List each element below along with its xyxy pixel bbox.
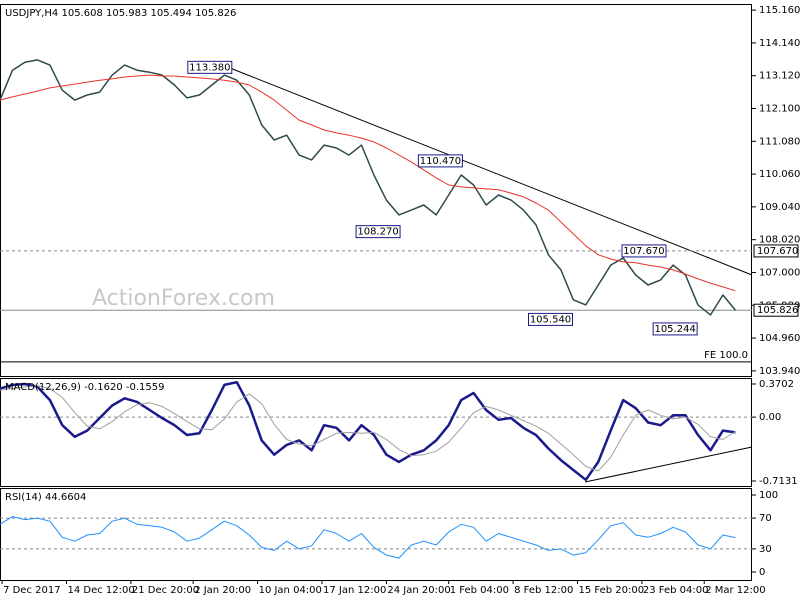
annotation-label: 113.380	[189, 62, 230, 73]
price-label: 107.670	[757, 246, 798, 257]
y-tick-label: 115.160	[759, 5, 800, 16]
annotation-box	[355, 225, 401, 239]
y-tick-label: 100	[759, 490, 778, 501]
y-tick-label: 30	[759, 544, 772, 555]
y-tick-label: 107.000	[759, 267, 800, 278]
series-line	[0, 59, 736, 316]
price-label: 105.826	[757, 305, 798, 316]
x-tick-label: 15 Feb 20:00	[579, 585, 645, 596]
annotation-box	[187, 60, 233, 74]
y-tick-label: 112.100	[759, 103, 800, 114]
y-tick-label: 109.040	[759, 202, 800, 213]
series-line	[0, 74, 736, 292]
watermark: ActionForex.com	[92, 286, 275, 311]
annotation-box	[652, 322, 698, 336]
y-tick-label: 108.020	[759, 235, 800, 246]
panel-title: RSI(14) 44.6604	[5, 492, 86, 503]
macd-trend-line	[584, 446, 753, 483]
annotation-label: 108.270	[357, 227, 398, 238]
x-tick-label: 14 Dec 12:00	[67, 585, 134, 596]
x-tick-label: 21 Dec 20:00	[132, 585, 199, 596]
y-tick-label: 111.080	[759, 136, 800, 147]
y-tick-label: 114.140	[759, 38, 800, 49]
y-tick-label: 103.940	[759, 366, 800, 377]
y-tick-label: -0.7131	[759, 476, 798, 487]
y-tick-label: 0.3702	[759, 379, 794, 390]
annotation-box	[527, 312, 573, 326]
panel-title: USDJPY,H4 105.608 105.983 105.494 105.82…	[5, 8, 236, 19]
x-tick-label: 8 Feb 12:00	[514, 585, 573, 596]
annotation-label: 107.670	[623, 246, 664, 257]
panel-border	[0, 488, 752, 581]
x-tick-label: 2 Mar 12:00	[705, 585, 765, 596]
y-tick-label: 110.060	[759, 169, 800, 180]
y-tick-label: 70	[759, 513, 772, 524]
x-tick-label: 7 Dec 2017	[3, 585, 61, 596]
x-tick-label: 2 Jan 20:00	[194, 585, 251, 596]
x-tick-label: 24 Jan 20:00	[387, 585, 450, 596]
series-line	[0, 385, 736, 472]
y-tick-label: 0	[759, 567, 765, 578]
annotation-label: 105.540	[530, 314, 571, 325]
y-tick-label: 0.00	[759, 412, 781, 423]
panel-border	[0, 378, 752, 487]
series-line	[0, 516, 736, 559]
panel-title: MACD(12,26,9) -0.1620 -0.1559	[5, 382, 165, 393]
annotation-box	[417, 154, 463, 168]
annotation-label: 105.244	[654, 324, 695, 335]
price-label-box	[753, 244, 799, 258]
y-tick-label: 113.120	[759, 71, 800, 82]
price-label-box	[753, 303, 799, 317]
level-label: FE 100.0	[704, 350, 748, 361]
x-tick-label: 23 Feb 04:00	[643, 585, 709, 596]
panel-border	[0, 4, 752, 377]
x-tick-label: 1 Feb 04:00	[450, 585, 509, 596]
annotation-label: 110.470	[420, 156, 461, 167]
x-tick-label: 10 Jan 04:00	[259, 585, 322, 596]
series-line	[0, 380, 736, 482]
trend-line	[229, 67, 753, 276]
x-tick-label: 17 Jan 12:00	[323, 585, 386, 596]
y-tick-label: 104.960	[759, 333, 800, 344]
annotation-box	[621, 244, 667, 258]
